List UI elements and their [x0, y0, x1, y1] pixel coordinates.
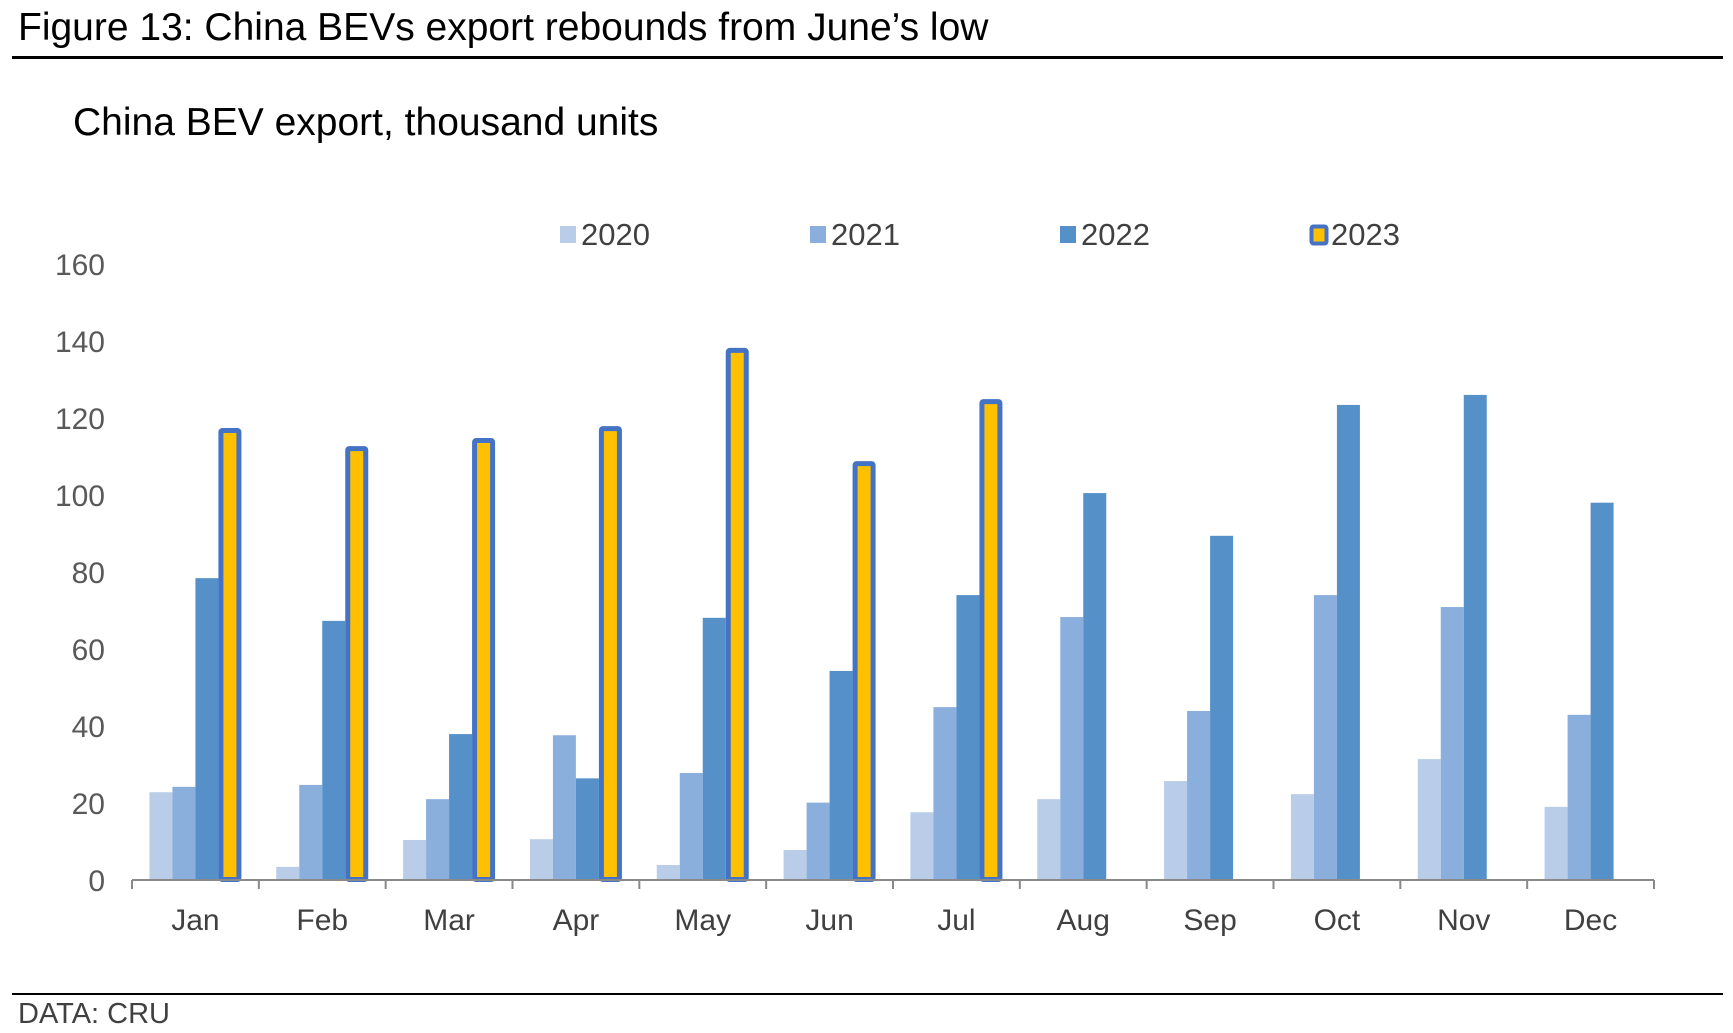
bar-2021-may: [679, 772, 703, 880]
bar-2020-mar: [403, 839, 427, 880]
bar-2022-jun: [829, 670, 853, 880]
bar-2022-nov: [1463, 394, 1487, 880]
legend-label: 2021: [831, 217, 900, 252]
footer-divider: [12, 993, 1723, 995]
bar-2023-apr: [598, 426, 622, 882]
x-tick-label: Sep: [1183, 904, 1236, 937]
y-tick-label: 100: [55, 480, 105, 513]
y-tick-label: 160: [55, 249, 105, 282]
y-tick-label: 60: [72, 634, 105, 667]
bar-2020-jan: [149, 792, 173, 880]
bar-2023-may: [725, 347, 749, 882]
bar-2022-feb: [322, 620, 346, 880]
bar-2022-aug: [1083, 493, 1107, 880]
x-tick-label: Oct: [1314, 904, 1361, 937]
bar-2021-jan: [172, 786, 196, 880]
bar-2020-aug: [1037, 799, 1061, 880]
bar-2020-sep: [1164, 781, 1188, 880]
bar-2023-mar: [472, 438, 496, 882]
bar-2023-jan: [218, 428, 242, 882]
y-tick-label: 80: [72, 557, 105, 590]
bar-2021-nov: [1440, 607, 1464, 880]
legend-item-2023: 2023: [1309, 217, 1400, 252]
bar-2021-sep: [1187, 710, 1211, 880]
bar-2021-mar: [426, 799, 450, 880]
bar-2020-jul: [910, 812, 934, 880]
bar-2022-jul: [956, 595, 980, 880]
y-tick-label: 20: [72, 788, 105, 821]
bar-2022-oct: [1336, 404, 1360, 880]
legend-label: 2023: [1331, 217, 1400, 252]
legend-swatch: [1309, 224, 1329, 246]
legend-label: 2020: [581, 217, 650, 252]
y-tick-label: 140: [55, 326, 105, 359]
bar-2021-dec: [1567, 714, 1591, 880]
bar-2022-may: [702, 617, 726, 880]
bar-2020-dec: [1544, 806, 1568, 880]
legend-swatch: [560, 226, 576, 243]
bar-2020-oct: [1290, 794, 1314, 880]
bar-2022-jan: [195, 578, 219, 880]
x-tick-label: Dec: [1564, 904, 1617, 937]
x-tick-label: Feb: [296, 904, 348, 937]
legend-swatch: [810, 226, 826, 243]
chart-title: China BEV export, thousand units: [73, 101, 659, 144]
figure-title: Figure 13: China BEVs export rebounds fr…: [18, 6, 989, 49]
x-tick-label: Aug: [1057, 904, 1110, 937]
y-tick-label: 0: [88, 865, 105, 898]
legend-item-2020: 2020: [560, 217, 650, 252]
bar-2022-mar: [449, 734, 473, 880]
bar-2021-jul: [933, 707, 957, 880]
bar-2021-oct: [1313, 595, 1337, 880]
bar-2022-sep: [1210, 535, 1234, 880]
title-divider: [12, 56, 1723, 59]
bar-2023-jun: [852, 461, 876, 882]
bar-2020-apr: [529, 839, 553, 880]
bar-2020-may: [656, 864, 680, 880]
x-tick-label: Mar: [423, 904, 475, 937]
bar-2022-dec: [1590, 502, 1614, 880]
x-axis: Jan Feb Mar Apr May Jun Jul Aug Sep Oct Nov Dec: [131, 879, 1655, 937]
x-tick-label: Jul: [937, 904, 975, 937]
bars: [149, 347, 1614, 882]
legend-item-2021: 2021: [810, 217, 900, 252]
bar-2021-apr: [552, 735, 576, 880]
bar-2021-jun: [806, 802, 830, 880]
legend-label: 2022: [1081, 217, 1150, 252]
bar-2021-feb: [299, 784, 323, 880]
source-note: DATA: CRU: [18, 998, 170, 1030]
legend: 2020 2021 2022 2023: [560, 217, 1400, 252]
bar-2020-nov: [1417, 759, 1441, 880]
x-tick-label: Jun: [805, 904, 853, 937]
bar-2020-jun: [783, 849, 807, 880]
bar-2022-apr: [575, 778, 599, 880]
x-tick-label: Apr: [553, 904, 600, 937]
bar-2021-aug: [1060, 617, 1084, 880]
x-tick-label: Nov: [1437, 904, 1490, 937]
bar-2020-feb: [276, 866, 300, 880]
bar-2023-feb: [345, 446, 369, 882]
legend-swatch: [1060, 226, 1076, 243]
x-tick-label: May: [674, 904, 731, 937]
y-tick-label: 40: [72, 711, 105, 744]
bar-2023-jul: [979, 399, 1003, 882]
x-tick-label: Jan: [171, 904, 219, 937]
legend-item-2022: 2022: [1060, 217, 1150, 252]
y-tick-label: 120: [55, 403, 105, 436]
y-axis: 0 20 40 60 80 100 120 140 160: [55, 249, 105, 898]
